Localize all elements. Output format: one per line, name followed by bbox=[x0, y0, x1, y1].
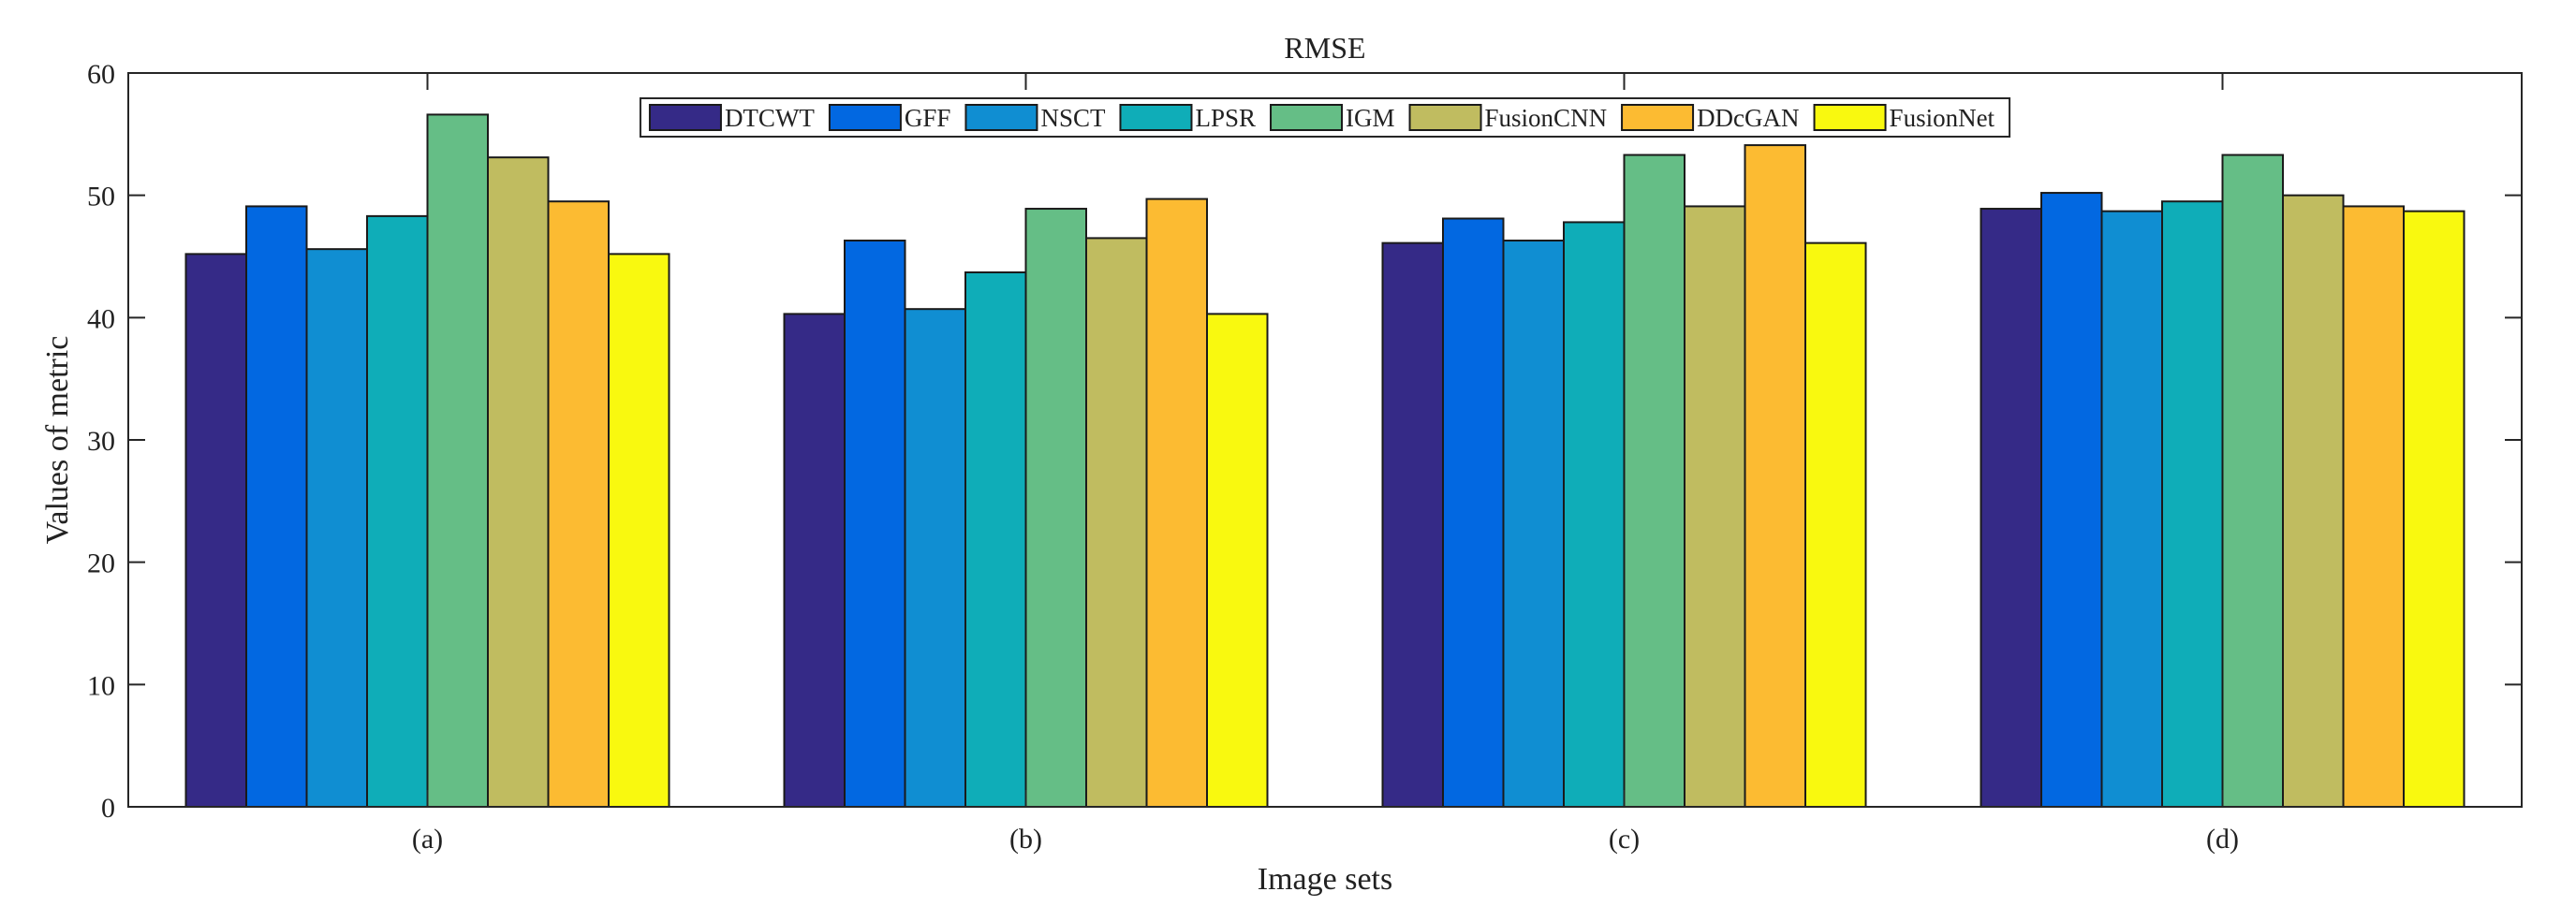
bars-layer bbox=[184, 113, 2466, 809]
legend-label-ddcgan: DDcGAN bbox=[1697, 104, 1799, 132]
legend-label-igm: IGM bbox=[1346, 104, 1395, 132]
bar-gff-2 bbox=[1442, 217, 1505, 808]
y-axis-label: Values of metric bbox=[40, 336, 75, 545]
bar-lpsr-2 bbox=[1563, 221, 1626, 808]
bar-ddcgan-0 bbox=[547, 200, 610, 808]
y-tick-label: 40 bbox=[87, 303, 115, 334]
bar-lpsr-1 bbox=[964, 270, 1027, 808]
bar-gff-1 bbox=[844, 240, 906, 809]
bar-dtcwt-2 bbox=[1381, 241, 1444, 809]
bar-ddcgan-1 bbox=[1145, 197, 1208, 808]
legend-label-lpsr: LPSR bbox=[1195, 104, 1256, 132]
axes-layer: 0 10 20 30 40 50 60 (a) (b) (c) (d) bbox=[87, 59, 2522, 855]
bar-gff-3 bbox=[2040, 192, 2103, 808]
y-tick-label: 60 bbox=[87, 59, 115, 90]
bar-fusionnet-1 bbox=[1206, 313, 1269, 808]
legend-swatch-nsct bbox=[964, 104, 1038, 131]
legend-swatch-dtcwt bbox=[648, 104, 722, 131]
bar-igm-1 bbox=[1024, 208, 1087, 809]
legend-label-dtcwt: DTCWT bbox=[725, 104, 815, 132]
bar-fusioncnn-0 bbox=[487, 156, 550, 809]
y-tick-label: 50 bbox=[87, 182, 115, 212]
bar-nsct-0 bbox=[305, 248, 368, 809]
bar-fusioncnn-3 bbox=[2282, 194, 2345, 808]
bar-igm-3 bbox=[2221, 154, 2284, 808]
x-axis-label: Image sets bbox=[1258, 862, 1392, 897]
legend-label-gff: GFF bbox=[905, 104, 951, 132]
bar-fusionnet-2 bbox=[1804, 241, 1867, 809]
bar-nsct-3 bbox=[2100, 210, 2163, 809]
legend-label-nsct: NSCT bbox=[1040, 104, 1106, 132]
y-tick-label: 20 bbox=[87, 548, 115, 579]
bar-fusionnet-3 bbox=[2403, 210, 2466, 809]
legend: DTCWT GFF NSCT LPSR IGM FusionCNN DDcGAN Fusion… bbox=[639, 97, 2011, 138]
bar-gff-0 bbox=[245, 205, 308, 808]
y-tick-label: 10 bbox=[87, 670, 115, 701]
bar-fusioncnn-2 bbox=[1684, 205, 1746, 808]
x-tick-label: (a) bbox=[412, 824, 443, 855]
legend-label-fusionnet: FusionNet bbox=[1890, 104, 1995, 132]
chart-title: RMSE bbox=[1284, 31, 1365, 65]
bar-lpsr-3 bbox=[2161, 200, 2224, 808]
legend-label-fusioncnn: FusionCNN bbox=[1485, 104, 1608, 132]
legend-swatch-fusionnet bbox=[1813, 104, 1887, 131]
bar-lpsr-0 bbox=[366, 214, 429, 808]
bar-ddcgan-2 bbox=[1744, 144, 1806, 809]
bar-nsct-1 bbox=[904, 308, 966, 809]
x-tick-label: (b) bbox=[1009, 824, 1042, 855]
y-tick-label: 0 bbox=[101, 793, 115, 824]
bar-fusioncnn-1 bbox=[1085, 237, 1148, 808]
bar-igm-0 bbox=[426, 113, 489, 808]
bar-dtcwt-0 bbox=[184, 253, 247, 808]
x-tick-label: (c) bbox=[1609, 824, 1640, 855]
legend-swatch-lpsr bbox=[1119, 104, 1193, 131]
bar-dtcwt-1 bbox=[783, 313, 846, 808]
bar-dtcwt-3 bbox=[1980, 208, 2042, 809]
bar-igm-2 bbox=[1623, 154, 1685, 808]
bar-ddcgan-3 bbox=[2342, 205, 2405, 808]
legend-swatch-gff bbox=[828, 104, 902, 131]
bar-nsct-2 bbox=[1502, 240, 1565, 809]
y-tick-label: 30 bbox=[87, 426, 115, 457]
legend-swatch-fusioncnn bbox=[1408, 104, 1482, 131]
legend-swatch-ddcgan bbox=[1621, 104, 1695, 131]
x-tick-label: (d) bbox=[2206, 824, 2239, 855]
legend-items: DTCWT GFF NSCT LPSR IGM FusionCNN DDcGAN Fusion… bbox=[648, 104, 1995, 132]
bar-fusionnet-0 bbox=[608, 253, 670, 808]
legend-swatch-igm bbox=[1270, 104, 1344, 131]
